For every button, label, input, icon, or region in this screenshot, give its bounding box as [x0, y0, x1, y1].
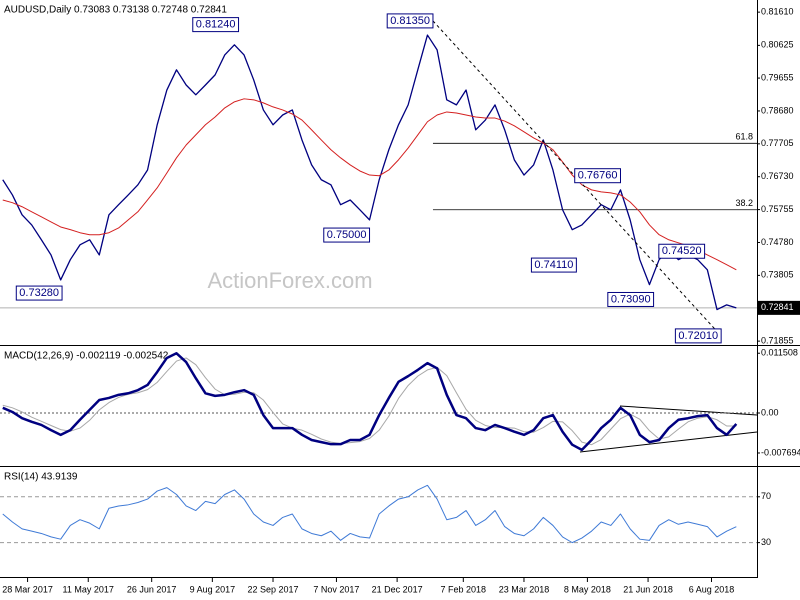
series-line [2, 98, 737, 271]
last-price-box [758, 300, 800, 315]
annotation-box [607, 291, 655, 307]
annotation-box [386, 13, 434, 29]
annotation-label: 0.81240 [196, 19, 236, 31]
annotation-label: 0.73090 [611, 293, 651, 305]
macd-trend-line [619, 405, 758, 416]
annotation-label: 0.74110 [534, 259, 573, 271]
x-tick-label: 9 Aug 2017 [190, 584, 236, 594]
series-line [2, 34, 737, 311]
y-tick-label: 0.73805 [761, 270, 794, 280]
y-tick-label: 0.77705 [761, 138, 794, 148]
y-tick-label: 0.011508 [761, 348, 798, 358]
trend-line [432, 20, 722, 337]
y-tick-label: 30 [761, 537, 771, 547]
annotation-box [658, 243, 706, 259]
y-tick-label: 0.81610 [761, 7, 794, 17]
series-line [2, 484, 737, 544]
annotation-label: 0.75000 [327, 229, 367, 241]
x-tick-label: 7 Nov 2017 [313, 584, 359, 594]
panel-title: MACD(12,26,9) -0.002119 -0.002542 [4, 351, 169, 362]
y-tick-label: 0.71855 [761, 335, 794, 345]
annotation-box [574, 168, 621, 184]
x-tick-label: 8 May 2018 [564, 584, 611, 594]
annotation-box [674, 328, 722, 344]
x-tick-label: 22 Sep 2017 [247, 584, 298, 594]
y-tick-label: -0.007694 [761, 447, 800, 457]
y-tick-label: 0.76730 [761, 171, 794, 181]
series-line [2, 352, 738, 452]
x-tick-label: 26 Jun 2017 [127, 584, 177, 594]
annotation-label: 0.74520 [662, 245, 702, 257]
annotation-label: 0.81350 [390, 15, 430, 27]
annotation-box [530, 257, 577, 273]
level-label: 38.2 [735, 198, 753, 208]
x-tick-label: 11 May 2017 [63, 584, 114, 594]
annotation-label: 0.73280 [19, 287, 59, 299]
y-tick-label: 70 [761, 491, 771, 501]
x-tick-label: 21 Dec 2017 [372, 584, 423, 594]
panel-title: RSI(14) 43.9139 [4, 472, 78, 483]
annotation-label: 0.72010 [678, 330, 718, 342]
y-tick-label: 0.79655 [761, 72, 794, 82]
last-price-label: 0.72841 [761, 302, 794, 312]
y-tick-label: 0.75755 [761, 204, 794, 214]
watermark: ActionForex.com [207, 268, 372, 293]
series-line [2, 357, 737, 446]
y-tick-label: 0.80625 [761, 40, 794, 50]
annotation-box [192, 17, 240, 33]
annotation-box [15, 285, 63, 301]
x-tick-label: 21 Jun 2018 [623, 584, 673, 594]
x-tick-label: 7 Feb 2018 [441, 584, 487, 594]
x-tick-label: 28 Mar 2017 [2, 584, 53, 594]
x-tick-label: 23 Mar 2018 [499, 584, 550, 594]
annotation-box [323, 227, 371, 243]
y-tick-label: 0.74780 [761, 237, 794, 247]
chart-title: AUDUSD,Daily 0.73083 0.73138 0.72748 0.7… [4, 5, 227, 16]
level-label: 61.8 [735, 132, 753, 142]
y-tick-label: 0.78680 [761, 105, 794, 115]
y-tick-label: 0.00 [761, 407, 779, 417]
x-tick-label: 6 Aug 2018 [689, 584, 735, 594]
annotation-label: 0.76760 [578, 170, 618, 182]
